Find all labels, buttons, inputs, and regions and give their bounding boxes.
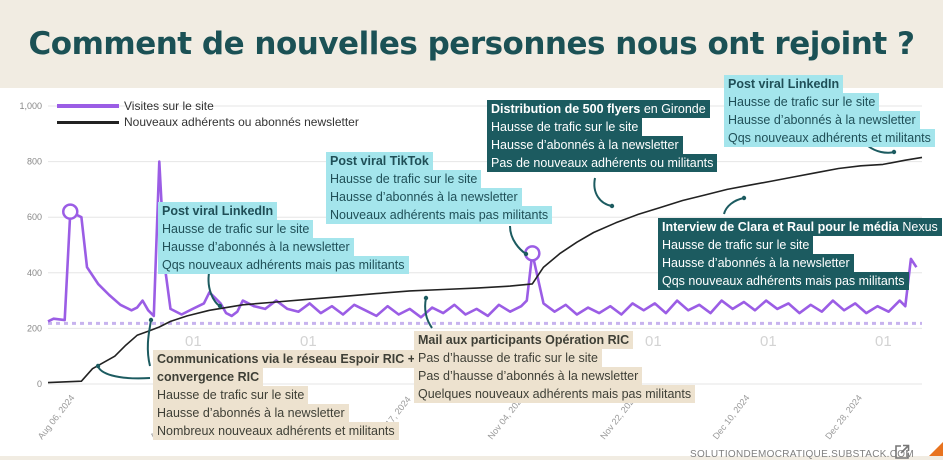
arrow-espoir-1 bbox=[97, 365, 151, 380]
annotation-tiktok: Post viral TikTok Hausse de trafic sur l… bbox=[326, 152, 553, 224]
annotation-title-rest: en Gironde bbox=[640, 102, 706, 116]
arrow-operation-ric-head bbox=[423, 295, 429, 301]
background-label: 01 bbox=[300, 333, 317, 350]
annotation-line: Hausse de trafic sur le site bbox=[724, 93, 880, 111]
annotation-line: Hausse de trafic sur le site bbox=[158, 220, 314, 238]
annotation-line: Nombreux nouveaux adhérents et militants bbox=[153, 422, 399, 440]
annotation-linkedin-2: Post viral LinkedIn Hausse de trafic sur… bbox=[724, 75, 935, 147]
source-watermark: SOLUTIONDEMOCRATIQUE.SUBSTACK.COM bbox=[690, 449, 914, 460]
legend-visits-label: Visites sur le site bbox=[124, 99, 214, 113]
arrow-espoir-1-head bbox=[95, 363, 101, 369]
annotation-title: Post viral LinkedIn bbox=[158, 202, 278, 220]
annotation-nexus: Interview de Clara et Raul pour le média… bbox=[658, 218, 942, 290]
y-tick-label: 0 bbox=[37, 379, 42, 389]
annotation-linkedin-1: Post viral LinkedIn Hausse de trafic sur… bbox=[158, 202, 409, 274]
annotation-line: Hausse de trafic sur le site bbox=[153, 386, 309, 404]
annotation-title-rest: Nexus bbox=[898, 220, 938, 234]
arrow-nexus bbox=[723, 197, 745, 215]
annotation-line: Hausse de trafic sur le site bbox=[658, 236, 814, 254]
arrow-linkedin-1-head bbox=[217, 303, 223, 309]
background-label: 01 bbox=[645, 333, 662, 350]
annotation-line: Qqs nouveaux adhérents mais pas militant… bbox=[158, 256, 409, 274]
arrow-tiktok bbox=[509, 225, 527, 255]
annotation-line: Qqs nouveaux adhérents mais pas militant… bbox=[658, 272, 909, 290]
background-label: 01 bbox=[185, 333, 202, 350]
arrow-operation-ric bbox=[424, 297, 433, 329]
annotation-title: Post viral LinkedIn bbox=[724, 75, 844, 93]
annotation-line: Qqs nouveaux adhérents et militants bbox=[724, 129, 935, 147]
annotation-line: Hausse d’abonnés à la newsletter bbox=[158, 238, 354, 256]
corner-accent bbox=[929, 442, 943, 456]
annotation-line: Hausse d’abonnés à la newsletter bbox=[724, 111, 920, 129]
annotation-line: Hausse d’abonnés à la newsletter bbox=[326, 188, 522, 206]
arrow-tiktok-head bbox=[523, 251, 529, 257]
arrow-linkedin-2 bbox=[867, 145, 895, 154]
arrow-espoir-2-head bbox=[148, 317, 154, 323]
x-tick-label: Dec 10, 2024 bbox=[711, 393, 752, 441]
y-tick-label: 600 bbox=[27, 212, 42, 222]
arrow-flyers bbox=[593, 177, 613, 207]
arrow-nexus-head bbox=[741, 195, 747, 201]
annotation-line: Pas d’hausse d’abonnés à la newsletter bbox=[414, 367, 643, 385]
annotation-line: Hausse d’abonnés à la newsletter bbox=[487, 136, 683, 154]
y-tick-label: 1,000 bbox=[19, 101, 42, 111]
background-label: 01 bbox=[875, 333, 892, 350]
x-tick-label: Aug 06, 2024 bbox=[36, 393, 77, 441]
y-tick-label: 200 bbox=[27, 323, 42, 333]
annotation-flyers: Distribution de 500 flyers en Gironde Ha… bbox=[487, 100, 718, 172]
annotation-title: Communications via le réseau Espoir RIC … bbox=[153, 350, 420, 368]
annotation-line: Hausse de trafic sur le site bbox=[487, 118, 643, 136]
annotation-line: Hausse d’abonnés à la newsletter bbox=[153, 404, 349, 422]
annotation-title: convergence RIC bbox=[153, 368, 264, 386]
legend-visits-swatch bbox=[57, 104, 119, 108]
annotation-line: Hausse de trafic sur le site bbox=[326, 170, 482, 188]
arrow-espoir-2 bbox=[146, 319, 152, 367]
page-title: Comment de nouvelles personnes nous ont … bbox=[0, 0, 943, 88]
annotation-line: Hausse d’abonnés à la newsletter bbox=[658, 254, 854, 272]
annotation-title: Interview de Clara et Raul pour le média bbox=[662, 220, 899, 234]
annotation-line: Pas de nouveaux adhérents ou militants bbox=[487, 154, 718, 172]
arrow-linkedin-2-head bbox=[891, 149, 897, 155]
annotation-line: Nouveaux adhérents mais pas militants bbox=[326, 206, 553, 224]
annotation-line: Pas d’hausse de trafic sur le site bbox=[414, 349, 602, 367]
y-tick-label: 400 bbox=[27, 268, 42, 278]
series-line-members bbox=[47, 156, 923, 384]
x-tick-label: Dec 28, 2024 bbox=[823, 393, 864, 441]
annotation-title: Post viral TikTok bbox=[326, 152, 433, 170]
legend-members-swatch bbox=[57, 121, 119, 124]
annotation-line: Quelques nouveaux adhérents mais pas mil… bbox=[414, 385, 696, 403]
peak-marker bbox=[62, 203, 79, 220]
annotation-operation-ric: Mail aux participants Opération RIC Pas … bbox=[414, 331, 696, 403]
legend-members-label: Nouveaux adhérents ou abonnés newsletter bbox=[124, 115, 359, 129]
annotation-espoir-ric: Communications via le réseau Espoir RIC … bbox=[153, 350, 420, 440]
external-link-icon[interactable] bbox=[894, 444, 910, 460]
background-label: 01 bbox=[760, 333, 777, 350]
arrow-flyers-head bbox=[609, 203, 615, 209]
annotation-title: Mail aux participants Opération RIC bbox=[414, 331, 634, 349]
annotation-title: Distribution de 500 flyers bbox=[491, 102, 641, 116]
y-tick-label: 800 bbox=[27, 157, 42, 167]
